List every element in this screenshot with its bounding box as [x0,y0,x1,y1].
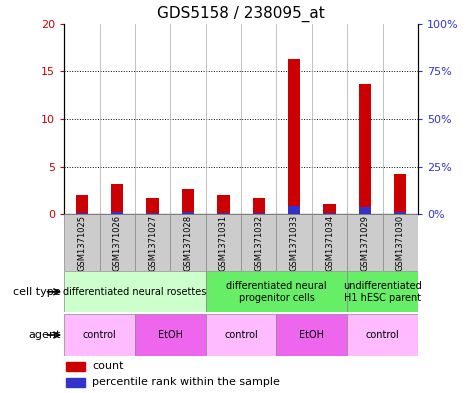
Bar [66,378,86,387]
Title: GDS5158 / 238095_at: GDS5158 / 238095_at [157,6,325,22]
Bar [253,213,265,214]
Text: GSM1371033: GSM1371033 [290,215,299,271]
Bar [359,84,371,214]
Bar [100,214,135,271]
Bar [276,214,312,271]
Text: GSM1371032: GSM1371032 [254,215,263,271]
Text: EtOH: EtOH [299,330,324,340]
Text: differentiated neural
progenitor cells: differentiated neural progenitor cells [226,281,327,303]
Bar [206,314,276,356]
Bar [383,214,418,271]
Bar [217,213,229,214]
Text: GSM1371034: GSM1371034 [325,215,334,271]
Text: differentiated neural rosettes: differentiated neural rosettes [63,287,207,297]
Bar [111,184,124,214]
Bar [323,213,336,214]
Bar [76,195,88,214]
Bar [241,214,276,271]
Bar [217,195,229,214]
Bar [347,271,418,312]
Text: control: control [224,330,258,340]
Text: GSM1371026: GSM1371026 [113,215,122,271]
Bar [76,213,88,214]
Bar [276,314,347,356]
Bar [135,214,171,271]
Bar [64,214,100,271]
Bar [323,204,336,214]
Bar [64,314,135,356]
Bar [253,198,265,214]
Bar [66,362,86,371]
Bar [394,174,407,214]
Bar [64,271,206,312]
Bar [312,214,347,271]
Bar [394,212,407,214]
Text: cell type: cell type [13,287,61,297]
Text: control: control [366,330,399,340]
Bar [135,314,206,356]
Bar [206,271,347,312]
Text: EtOH: EtOH [158,330,183,340]
Text: GSM1371031: GSM1371031 [219,215,228,271]
Text: count: count [93,362,124,371]
Bar [288,59,300,214]
Text: GSM1371028: GSM1371028 [183,215,192,271]
Text: GSM1371029: GSM1371029 [361,215,370,271]
Bar [146,198,159,214]
Bar [182,213,194,214]
Text: percentile rank within the sample: percentile rank within the sample [93,377,280,387]
Text: control: control [83,330,116,340]
Bar [111,212,124,214]
Bar [347,214,383,271]
Bar [347,314,418,356]
Bar [359,207,371,214]
Text: agent: agent [28,330,61,340]
Text: GSM1371027: GSM1371027 [148,215,157,271]
Bar [206,214,241,271]
Bar [171,214,206,271]
Text: GSM1371025: GSM1371025 [77,215,86,271]
Bar [182,189,194,214]
Bar [146,213,159,214]
Text: undifferentiated
H1 hESC parent: undifferentiated H1 hESC parent [343,281,422,303]
Bar [288,206,300,214]
Text: GSM1371030: GSM1371030 [396,215,405,271]
